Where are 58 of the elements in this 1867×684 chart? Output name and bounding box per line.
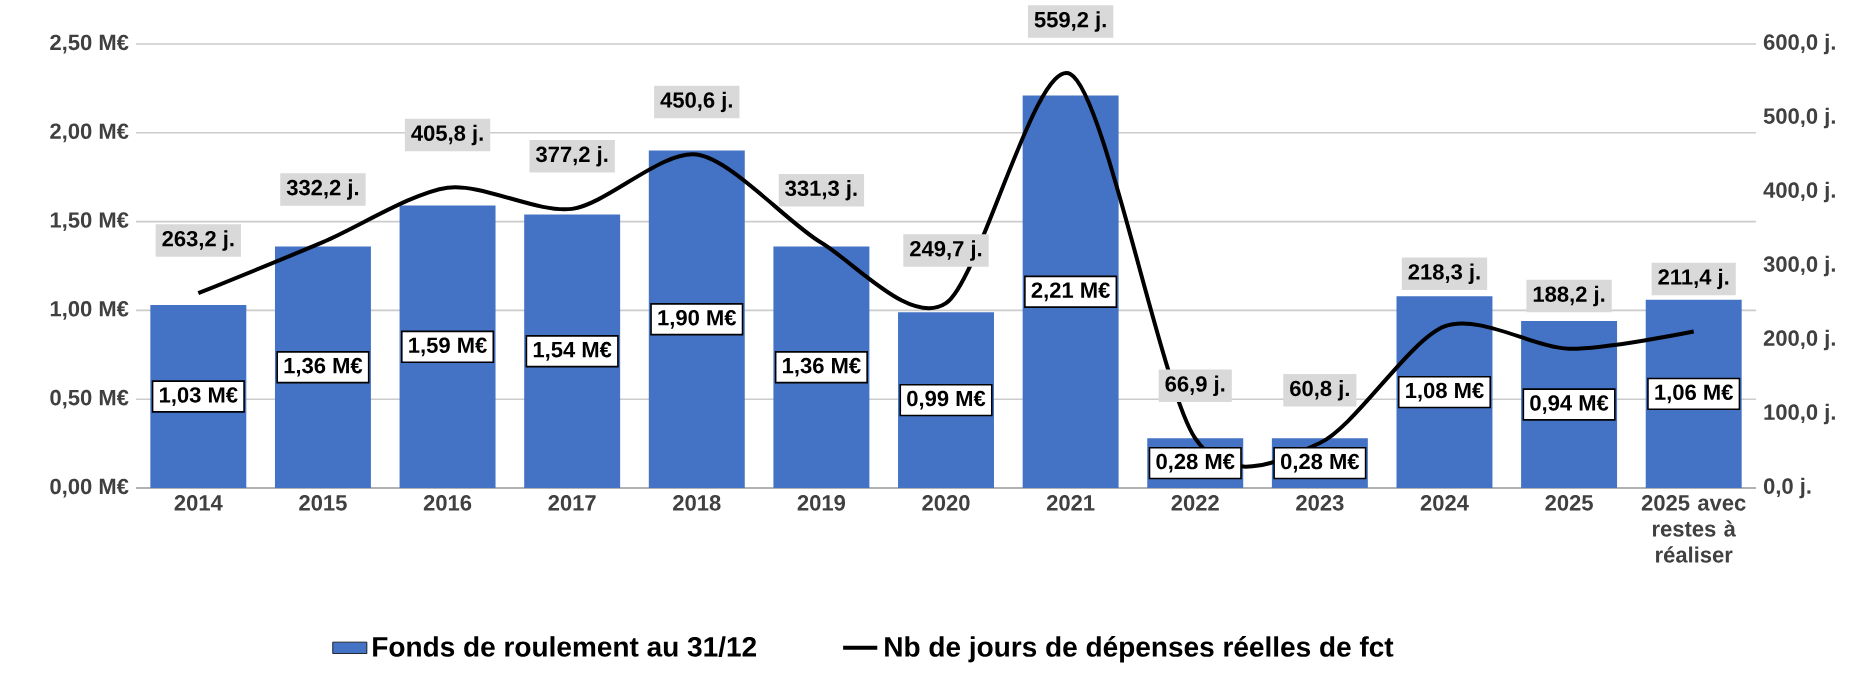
data-label: 332,2 j. <box>286 179 359 200</box>
data-label: 218,3 j. <box>1408 263 1480 285</box>
data-label: 1,36 M€ <box>284 357 363 377</box>
bar <box>648 150 745 488</box>
data-label: 211,4 j. <box>1658 268 1729 290</box>
y-tick-label: 0,00 M€ <box>50 478 129 498</box>
data-label: 60,8 j. <box>1290 380 1349 401</box>
data-label: 0,28 M€ <box>1156 453 1235 473</box>
x-tick-label: 2015 <box>299 495 347 511</box>
data-label: 263,2 j. <box>162 230 234 251</box>
y2-tick-label: 300,0 j. <box>1763 255 1835 277</box>
y2-tick-label: 600,0 j. <box>1763 33 1835 55</box>
y-tick-label: 2,50 M€ <box>50 34 129 54</box>
data-label: 1,54 M€ <box>533 341 612 361</box>
x-tick-label: 2014 <box>174 495 223 511</box>
data-label: 1,36 M€ <box>783 357 861 377</box>
x-tick-label: 2020 <box>922 495 970 511</box>
data-label: 0,94 M€ <box>1530 395 1609 414</box>
x-tick-label: 2023 <box>1296 495 1344 511</box>
y-tick-label: 2,00 M€ <box>50 123 129 143</box>
x-tick-label: 2019 <box>797 495 846 511</box>
y-tick-label: 0,50 M€ <box>50 389 129 409</box>
data-label: 1,90 M€ <box>658 309 737 329</box>
x-tick-label: 2017 <box>548 495 596 511</box>
x-tick-label: 2024 <box>1420 495 1469 511</box>
x-tick-label: 2022 <box>1171 495 1219 511</box>
y-tick-label: 1,50 M€ <box>50 212 129 231</box>
bar <box>399 205 496 488</box>
data-label: 0,28 M€ <box>1280 453 1360 473</box>
data-label: 377,2 j. <box>535 145 608 167</box>
data-label: 1,06 M€ <box>1655 384 1734 404</box>
legend-label: Fonds de roulement au 31/12 <box>373 636 757 658</box>
data-label: 0,99 M€ <box>907 390 986 410</box>
data-label: 1,59 M€ <box>409 337 487 357</box>
data-label: 331,3 j. <box>785 179 857 201</box>
y2-tick-label: 500,0 j. <box>1763 107 1835 129</box>
y2-tick-label: 400,0 j. <box>1763 181 1835 203</box>
x-tick-label: 2021 <box>1046 495 1095 511</box>
bar <box>524 214 621 488</box>
x-tick-label: 2018 <box>673 495 721 511</box>
data-label: 559,2 j. <box>1034 11 1106 32</box>
data-label: 188,2 j. <box>1533 285 1605 307</box>
y2-tick-label: 200,0 j. <box>1763 329 1835 351</box>
y2-tick-label: 100,0 j. <box>1764 403 1835 425</box>
x-tick-label: 2025 avec restes à réaliser <box>1641 495 1746 563</box>
bar <box>1022 95 1119 488</box>
data-label: 450,6 j. <box>660 91 732 113</box>
data-label: 66,9 j. <box>1165 375 1225 397</box>
data-label: 405,8 j. <box>411 124 483 146</box>
data-label: 1,08 M€ <box>1406 382 1484 402</box>
legend-label: Nb de jours de dépenses réelles de fct <box>885 636 1394 663</box>
x-tick-label: 2016 <box>423 495 472 511</box>
data-label: 1,03 M€ <box>159 387 238 406</box>
y-tick-label: 1,00 M€ <box>50 301 129 320</box>
y2-tick-label: 0,0 j. <box>1763 477 1811 499</box>
data-label: 249,7 j. <box>910 240 982 261</box>
x-tick-label: 2025 <box>1545 495 1593 511</box>
data-label: 2,21 M€ <box>1031 282 1110 302</box>
